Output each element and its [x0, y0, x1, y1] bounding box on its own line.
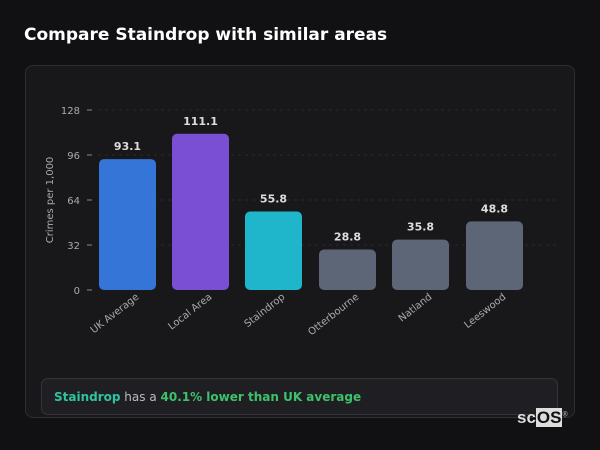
summary-area: Staindrop — [54, 390, 121, 404]
bar-staindrop — [245, 211, 302, 290]
value-label: 28.8 — [334, 231, 361, 244]
scos-logo: scOS® — [517, 408, 568, 428]
y-tick-label: 0 — [74, 286, 80, 297]
bar-local-area — [172, 133, 229, 290]
logo-text-a: sc — [517, 408, 536, 427]
y-axis-label: Crimes per 1,000 — [45, 157, 56, 244]
y-tick-label: 64 — [67, 196, 80, 207]
x-tick-label: Staindrop — [243, 292, 288, 330]
value-label: 111.1 — [183, 115, 218, 128]
y-tick-label: 128 — [61, 106, 80, 117]
bar-leeswood — [466, 221, 523, 290]
bar-natland — [392, 239, 449, 290]
x-tick-label: UK Average — [89, 292, 142, 336]
value-label: 35.8 — [407, 221, 434, 234]
bar-otterbourne — [319, 249, 376, 290]
value-label: 93.1 — [114, 140, 141, 153]
y-tick-label: 96 — [67, 151, 80, 162]
x-tick-label: Otterbourne — [306, 292, 361, 338]
logo-mark: ® — [562, 411, 568, 419]
summary-box: Staindrop has a 40.1% lower than UK aver… — [41, 378, 558, 415]
value-label: 55.8 — [260, 193, 287, 206]
summary-comparison: 40.1% lower than UK average — [160, 390, 362, 404]
summary-middle: has a — [120, 390, 161, 404]
logo-text-b: OS — [535, 408, 563, 427]
bar-uk-average — [99, 159, 156, 290]
value-label: 48.8 — [481, 202, 508, 215]
page-title: Compare Staindrop with similar areas — [24, 25, 388, 45]
x-tick-label: Local Area — [167, 292, 215, 333]
y-tick-label: 32 — [67, 241, 80, 252]
x-tick-label: Natland — [397, 292, 435, 325]
x-tick-label: Leeswood — [462, 292, 508, 331]
